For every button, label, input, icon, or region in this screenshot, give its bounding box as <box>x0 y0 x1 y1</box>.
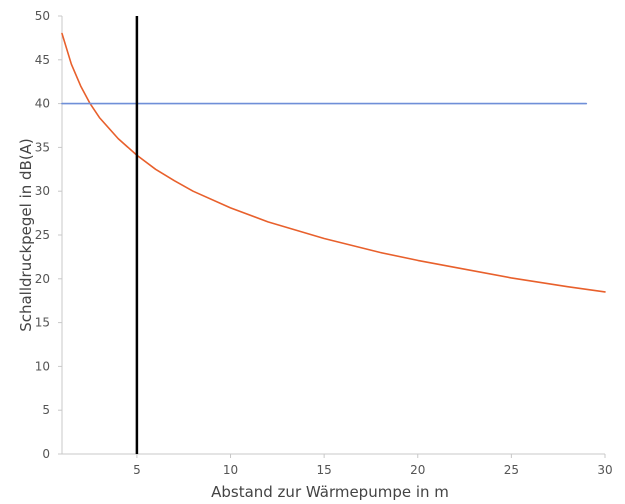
ticks: 0 5 10 15 20 25 30 35 40 45 50 5 10 15 20 25 30 <box>35 9 613 477</box>
y-tick-label: 45 <box>35 53 50 67</box>
x-tick-label: 30 <box>597 463 612 477</box>
y-tick-label: 35 <box>35 140 50 154</box>
y-axis-title: Schalldruckpegel in dB(A) <box>17 138 35 332</box>
x-tick-label: 10 <box>223 463 238 477</box>
x-tick-label: 20 <box>410 463 425 477</box>
y-tick-label: 40 <box>35 97 50 111</box>
y-tick-label: 5 <box>42 403 50 417</box>
x-axis-title: Abstand zur Wärmepumpe in m <box>211 483 449 501</box>
y-tick-label: 50 <box>35 9 50 23</box>
y-tick-label: 15 <box>35 316 50 330</box>
y-tick-label: 30 <box>35 184 50 198</box>
plot-area <box>61 16 606 454</box>
y-tick-label: 0 <box>42 447 50 461</box>
series-line-noise-curve <box>61 32 606 293</box>
x-tick-label: 15 <box>316 463 331 477</box>
y-tick-label: 20 <box>35 272 50 286</box>
y-tick-label: 10 <box>35 359 50 373</box>
x-tick-label: 25 <box>504 463 519 477</box>
y-tick-label: 25 <box>35 228 50 242</box>
axes <box>61 16 605 455</box>
x-tick-label: 5 <box>133 463 141 477</box>
